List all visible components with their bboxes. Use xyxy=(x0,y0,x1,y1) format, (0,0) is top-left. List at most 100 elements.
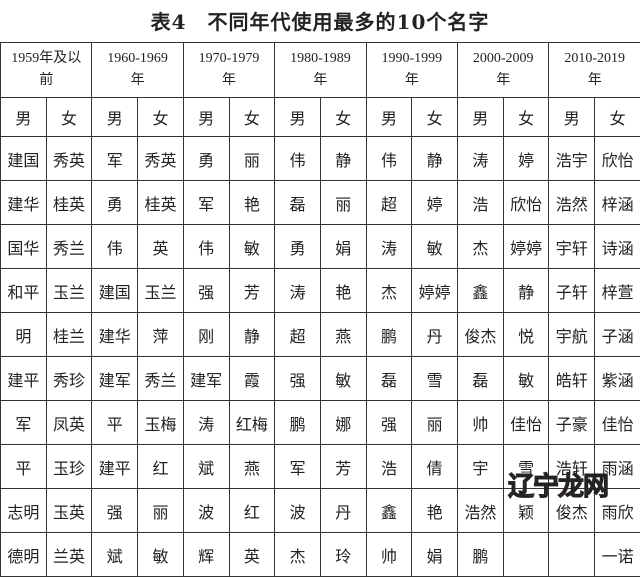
name-cell: 明 xyxy=(1,313,47,357)
period-header: 1990-1999年 xyxy=(366,43,457,98)
name-cell: 涛 xyxy=(275,269,321,313)
name-cell: 敏 xyxy=(320,357,366,401)
name-cell: 梓萱 xyxy=(595,269,640,313)
name-cell: 磊 xyxy=(458,357,504,401)
name-cell: 静 xyxy=(229,313,275,357)
name-cell: 伟 xyxy=(275,137,321,181)
name-cell: 建军 xyxy=(183,357,229,401)
sex-header: 女 xyxy=(46,98,92,137)
period-header: 2010-2019年 xyxy=(549,43,640,98)
name-cell: 建华 xyxy=(92,313,138,357)
name-cell: 德明 xyxy=(1,533,47,577)
sex-header: 男 xyxy=(549,98,595,137)
name-cell: 芳 xyxy=(320,445,366,489)
name-cell: 艳 xyxy=(229,181,275,225)
name-cell: 浩 xyxy=(366,445,412,489)
name-cell: 丽 xyxy=(320,181,366,225)
name-cell: 婷 xyxy=(503,137,549,181)
name-cell: 伟 xyxy=(92,225,138,269)
name-cell: 鹏 xyxy=(458,533,504,577)
name-cell: 静 xyxy=(412,137,458,181)
sex-header: 女 xyxy=(229,98,275,137)
name-cell: 秀英 xyxy=(46,137,92,181)
name-cell: 秀英 xyxy=(138,137,184,181)
name-cell: 勇 xyxy=(183,137,229,181)
name-cell: 秀珍 xyxy=(46,357,92,401)
name-cell: 艳 xyxy=(320,269,366,313)
name-cell: 建国 xyxy=(1,137,47,181)
name-cell: 军 xyxy=(1,401,47,445)
period-header: 2000-2009年 xyxy=(458,43,549,98)
name-cell: 凤英 xyxy=(46,401,92,445)
name-cell: 静 xyxy=(320,137,366,181)
name-cell: 红梅 xyxy=(229,401,275,445)
period-header: 1959年及以前 xyxy=(1,43,92,98)
name-cell: 杰 xyxy=(275,533,321,577)
name-cell: 桂英 xyxy=(138,181,184,225)
name-cell: 帅 xyxy=(458,401,504,445)
name-cell: 敏 xyxy=(503,357,549,401)
name-cell: 磊 xyxy=(366,357,412,401)
name-cell: 丽 xyxy=(412,401,458,445)
name-cell: 玉梅 xyxy=(138,401,184,445)
name-cell: 敏 xyxy=(412,225,458,269)
period-header: 1960-1969年 xyxy=(92,43,183,98)
name-cell: 佳怡 xyxy=(595,401,640,445)
name-cell: 桂兰 xyxy=(46,313,92,357)
sex-header: 男 xyxy=(275,98,321,137)
name-cell: 子豪 xyxy=(549,401,595,445)
watermark-logo: 辽宁龙网 xyxy=(508,466,608,503)
sex-header: 女 xyxy=(595,98,640,137)
name-cell: 诗涵 xyxy=(595,225,640,269)
name-cell: 娟 xyxy=(412,533,458,577)
name-cell: 军 xyxy=(92,137,138,181)
name-cell: 军 xyxy=(183,181,229,225)
name-cell: 英 xyxy=(229,533,275,577)
name-cell: 燕 xyxy=(320,313,366,357)
name-cell: 婷 xyxy=(412,181,458,225)
name-cell: 伟 xyxy=(183,225,229,269)
name-cell: 玲 xyxy=(320,533,366,577)
table-row: 军凤英平玉梅涛红梅鹏娜强丽帅佳怡子豪佳怡 xyxy=(1,401,640,445)
sex-header: 男 xyxy=(458,98,504,137)
name-cell: 敏 xyxy=(229,225,275,269)
table-row: 建国秀英军秀英勇丽伟静伟静涛婷浩宇欣怡 xyxy=(1,137,640,181)
period-label: 2000-2009年 xyxy=(467,48,539,92)
name-cell: 宇航 xyxy=(549,313,595,357)
sex-header: 男 xyxy=(92,98,138,137)
name-cell: 鹏 xyxy=(275,401,321,445)
name-cell: 浩宇 xyxy=(549,137,595,181)
name-cell: 丽 xyxy=(229,137,275,181)
name-cell: 欣怡 xyxy=(503,181,549,225)
name-cell: 芳 xyxy=(229,269,275,313)
name-cell: 娟 xyxy=(320,225,366,269)
name-cell: 紫涵 xyxy=(595,357,640,401)
name-cell: 帅 xyxy=(366,533,412,577)
period-label: 1960-1969年 xyxy=(102,48,174,92)
name-cell: 涛 xyxy=(458,137,504,181)
name-cell: 斌 xyxy=(92,533,138,577)
name-cell xyxy=(549,533,595,577)
name-cell: 国华 xyxy=(1,225,47,269)
period-header: 1970-1979年 xyxy=(183,43,274,98)
name-cell: 桂英 xyxy=(46,181,92,225)
name-cell: 鹏 xyxy=(366,313,412,357)
name-cell: 宇轩 xyxy=(549,225,595,269)
period-label: 2010-2019年 xyxy=(559,48,631,92)
table-title: 表4 不同年代使用最多的10个名字 xyxy=(0,6,640,35)
sex-header: 男 xyxy=(1,98,47,137)
name-cell: 婷婷 xyxy=(503,225,549,269)
name-cell: 强 xyxy=(366,401,412,445)
name-cell: 强 xyxy=(275,357,321,401)
period-label: 1980-1989年 xyxy=(284,48,356,92)
name-cell: 建国 xyxy=(92,269,138,313)
name-cell: 婷婷 xyxy=(412,269,458,313)
name-cell: 建华 xyxy=(1,181,47,225)
name-cell: 玉兰 xyxy=(46,269,92,313)
name-cell: 涛 xyxy=(183,401,229,445)
name-cell: 霞 xyxy=(229,357,275,401)
name-cell: 雪 xyxy=(412,357,458,401)
table-row: 德明兰英斌敏辉英杰玲帅娟鹏一诺 xyxy=(1,533,640,577)
period-label: 1959年及以前 xyxy=(10,48,82,92)
